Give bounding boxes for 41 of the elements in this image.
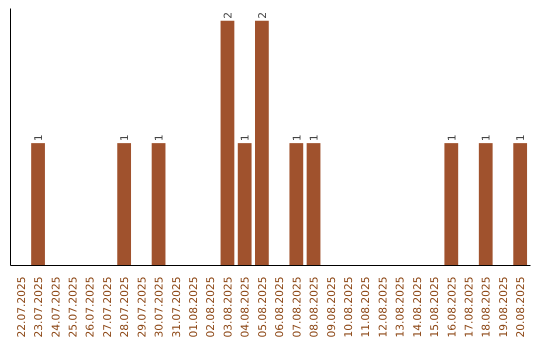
x-tick-label: 19.08.2025 <box>496 276 510 338</box>
data-label: 1 <box>152 134 166 142</box>
x-tick-label: 14.08.2025 <box>410 276 424 338</box>
data-label: 2 <box>221 12 234 19</box>
x-tick-label: 31.07.2025 <box>170 276 183 338</box>
data-label: 1 <box>290 134 304 142</box>
data-label: 1 <box>445 134 458 142</box>
data-label: 1 <box>238 134 252 142</box>
x-tick-label: 30.07.2025 <box>152 276 166 338</box>
x-tick-label: 20.08.2025 <box>514 276 528 338</box>
x-tick-label: 13.08.2025 <box>394 276 407 338</box>
x-tick-label: 07.08.2025 <box>290 276 304 338</box>
x-tick-label: 27.07.2025 <box>100 276 114 338</box>
x-tick-label: 24.07.2025 <box>49 276 62 338</box>
x-tick-label: 01.08.2025 <box>187 276 200 338</box>
x-tick-label: 06.08.2025 <box>273 276 286 338</box>
x-tick-label: 11.08.2025 <box>359 276 372 338</box>
x-tick-label: 22.07.2025 <box>14 276 28 338</box>
x-tick-label: 16.08.2025 <box>445 276 458 338</box>
data-label: 1 <box>480 134 493 142</box>
x-tick-label: 17.08.2025 <box>462 276 476 338</box>
x-tick-label: 28.07.2025 <box>118 276 132 338</box>
x-tick-label: 02.08.2025 <box>204 276 218 338</box>
x-tick-label: 04.08.2025 <box>238 276 252 338</box>
x-tick-label: 08.08.2025 <box>308 276 321 338</box>
x-tick-label: 09.08.2025 <box>324 276 338 338</box>
x-tick-label: 12.08.2025 <box>376 276 390 338</box>
x-tick-label: 25.07.2025 <box>66 276 80 338</box>
data-label: 1 <box>118 134 132 142</box>
x-tick-label: 29.07.2025 <box>135 276 148 338</box>
data-label: 1 <box>514 134 528 142</box>
x-tick-label: 03.08.2025 <box>221 276 234 338</box>
x-tick-label: 18.08.2025 <box>480 276 493 338</box>
x-tick-label: 15.08.2025 <box>428 276 442 338</box>
x-tick-label: 26.07.2025 <box>84 276 97 338</box>
data-label: 1 <box>32 134 46 142</box>
data-label: 2 <box>256 12 269 19</box>
x-tick-label: 23.07.2025 <box>32 276 46 338</box>
x-tick-label: 05.08.2025 <box>256 276 269 338</box>
data-label: 1 <box>308 134 321 142</box>
x-tick-label: 10.08.2025 <box>342 276 355 338</box>
